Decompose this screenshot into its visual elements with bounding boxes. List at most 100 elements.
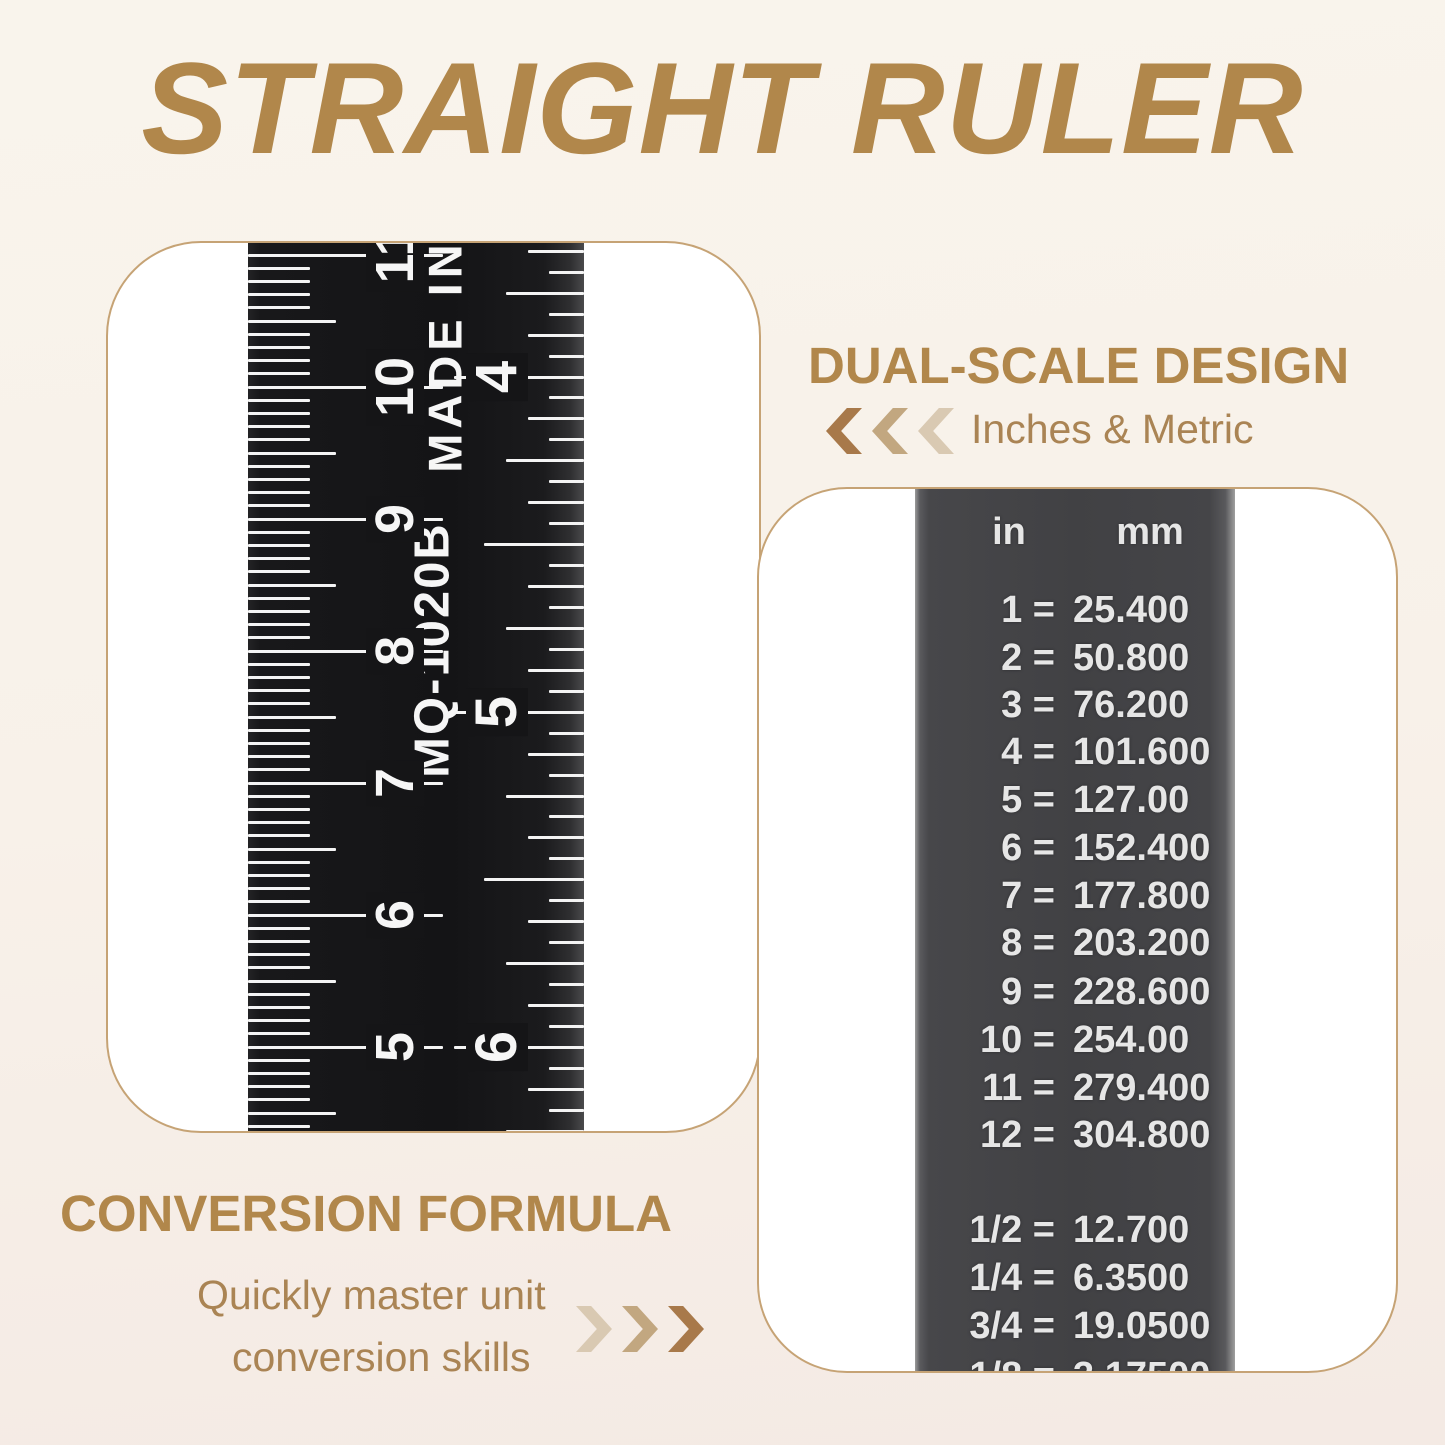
cm-tick bbox=[248, 570, 310, 574]
conversion-row-inches: 5 = bbox=[1001, 778, 1055, 821]
cm-tick bbox=[248, 768, 310, 772]
inch-tick bbox=[549, 270, 584, 274]
conversion-row-mm: 3.17500 bbox=[1073, 1355, 1210, 1372]
cm-tick bbox=[248, 504, 310, 508]
cm-scale-number: 5 bbox=[365, 1023, 425, 1071]
chevron-right-icon bbox=[576, 1306, 612, 1352]
inch-scale-number: 4 bbox=[464, 352, 529, 402]
inch-tick bbox=[484, 543, 584, 547]
cm-tick bbox=[248, 834, 310, 838]
chevron-left-icon bbox=[826, 408, 862, 454]
inch-tick bbox=[528, 585, 584, 588]
inch-tick bbox=[506, 1129, 584, 1131]
conversion-row-mm: 177.800 bbox=[1073, 874, 1211, 917]
cm-tick bbox=[248, 741, 310, 745]
cm-tick bbox=[248, 583, 336, 587]
conversion-row: 12 = 304.800 bbox=[915, 1112, 1235, 1158]
cm-tick bbox=[248, 253, 443, 257]
conversion-row-inches: 12 = bbox=[979, 1113, 1055, 1156]
cm-tick bbox=[248, 1124, 310, 1128]
cm-tick bbox=[248, 517, 443, 521]
cm-tick bbox=[248, 847, 336, 851]
inch-tick bbox=[528, 1004, 584, 1007]
cm-tick bbox=[248, 1085, 310, 1089]
conversion-row-inches: 3 = bbox=[1001, 683, 1055, 726]
cm-tick bbox=[248, 1098, 310, 1102]
cm-tick bbox=[248, 1019, 310, 1023]
cm-tick bbox=[248, 345, 310, 349]
inch-tick bbox=[528, 1087, 584, 1091]
cm-tick bbox=[248, 821, 310, 825]
cm-tick bbox=[248, 979, 336, 983]
cm-tick bbox=[248, 293, 310, 297]
cm-tick bbox=[248, 926, 310, 930]
cm-tick bbox=[248, 596, 310, 600]
conversion-row-inches: 1/2 = bbox=[969, 1208, 1055, 1251]
inch-tick bbox=[549, 731, 584, 735]
cm-tick bbox=[248, 715, 336, 719]
conversion-formula-heading: CONVERSION FORMULA bbox=[60, 1185, 672, 1242]
cm-tick bbox=[248, 992, 310, 996]
dual-scale-heading: DUAL-SCALE DESIGN bbox=[808, 337, 1350, 394]
conversion-row-mm: 76.200 bbox=[1073, 683, 1190, 726]
table-header-mm: mm bbox=[1116, 511, 1184, 553]
conversion-row: 11 = 279.400 bbox=[915, 1065, 1235, 1111]
chevron-right-icon bbox=[668, 1306, 704, 1352]
inch-tick bbox=[549, 647, 584, 651]
conversion-row-inches: 11 = bbox=[982, 1066, 1055, 1109]
cm-tick bbox=[248, 662, 310, 666]
conversion-row-mm: 152.400 bbox=[1073, 826, 1211, 869]
conversion-row-mm: 228.600 bbox=[1073, 970, 1211, 1013]
inch-tick bbox=[549, 605, 584, 609]
chevrons-right bbox=[576, 1306, 704, 1352]
cm-tick bbox=[248, 781, 443, 785]
ruler-photo-panel: MADE IN MQ-1020B 11 10 9 8 7 6 5 4 5 6 bbox=[106, 241, 761, 1133]
cm-tick bbox=[248, 319, 336, 323]
cm-scale-number: 8 bbox=[365, 627, 425, 675]
inch-scale-number: 6 bbox=[464, 1023, 529, 1072]
cm-tick bbox=[248, 1005, 310, 1009]
inch-tick bbox=[528, 333, 584, 337]
cm-tick bbox=[248, 372, 310, 376]
inch-tick bbox=[549, 941, 584, 945]
conversion-row-mm: 12.700 bbox=[1073, 1208, 1190, 1251]
inch-tick bbox=[506, 291, 584, 295]
inch-tick bbox=[549, 815, 584, 819]
cm-tick bbox=[248, 438, 310, 442]
cm-tick bbox=[248, 1045, 443, 1049]
cm-tick bbox=[248, 623, 310, 627]
inch-tick bbox=[549, 1108, 584, 1112]
inch-tick bbox=[549, 354, 584, 358]
cm-tick bbox=[248, 543, 310, 547]
cm-tick bbox=[248, 636, 310, 640]
cm-tick bbox=[248, 266, 310, 270]
cm-tick bbox=[248, 477, 310, 481]
cm-tick bbox=[248, 1071, 310, 1075]
cm-scale-number: 11 bbox=[365, 243, 425, 292]
inch-tick bbox=[506, 962, 584, 966]
cm-tick bbox=[248, 609, 310, 613]
cm-scale-number: 7 bbox=[365, 759, 425, 807]
conversion-row-inches: 3/4 = bbox=[969, 1304, 1055, 1347]
cm-tick bbox=[248, 913, 443, 917]
conversion-row: 1/4 = 6.3500 bbox=[915, 1255, 1235, 1301]
conversion-row-mm: 19.0500 bbox=[1073, 1304, 1211, 1347]
cm-tick bbox=[248, 1111, 336, 1115]
inch-tick bbox=[549, 983, 584, 987]
cm-tick bbox=[248, 359, 310, 363]
inch-tick bbox=[506, 459, 584, 463]
conversion-row-inches: 1 = bbox=[1001, 588, 1055, 631]
conversion-row: 5 = 127.00 bbox=[915, 777, 1235, 823]
conversion-row: 9 = 228.600 bbox=[915, 969, 1235, 1015]
inch-tick bbox=[484, 878, 584, 882]
inch-tick bbox=[549, 522, 584, 526]
conversion-row: 10 = 254.00 bbox=[915, 1017, 1235, 1063]
cm-tick bbox=[248, 939, 310, 943]
cm-tick bbox=[248, 966, 310, 970]
cm-scale-number: 6 bbox=[365, 891, 425, 939]
cm-tick bbox=[248, 794, 310, 798]
inch-tick bbox=[549, 689, 584, 693]
conversion-row-inches: 2 = bbox=[1001, 636, 1055, 679]
chevron-left-icon bbox=[918, 408, 954, 454]
inch-tick bbox=[549, 480, 584, 484]
